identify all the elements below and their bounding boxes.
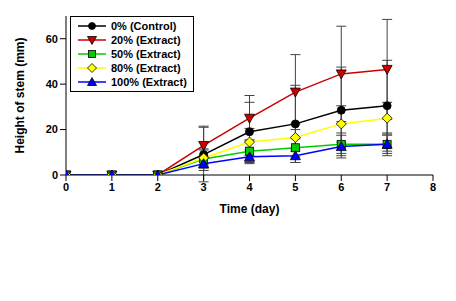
svg-text:4: 4 (246, 181, 253, 193)
html-text:100% (Extract): 100% (Extract) (111, 76, 187, 88)
svg-text:2: 2 (155, 181, 161, 193)
html-text:80% (Extract): 80% (Extract) (111, 62, 181, 74)
svg-text:0: 0 (52, 169, 58, 181)
html-text:20% (Extract): 20% (Extract) (111, 34, 181, 46)
svg-text:40: 40 (46, 78, 58, 90)
svg-text:3: 3 (201, 181, 207, 193)
svg-text:8: 8 (430, 181, 436, 193)
svg-text:1: 1 (109, 181, 115, 193)
svg-text:60: 60 (46, 33, 58, 45)
html-text:0% (Control): 0% (Control) (111, 20, 177, 32)
svg-text:6: 6 (338, 181, 344, 193)
svg-text:Height of stem (mm): Height of stem (mm) (13, 37, 27, 153)
svg-text:7: 7 (384, 181, 390, 193)
svg-text:20: 20 (46, 123, 58, 135)
svg-text:Time (day): Time (day) (220, 202, 280, 216)
html-text:50% (Extract): 50% (Extract) (111, 48, 181, 60)
svg-text:5: 5 (292, 181, 298, 193)
svg-text:0: 0 (63, 181, 69, 193)
